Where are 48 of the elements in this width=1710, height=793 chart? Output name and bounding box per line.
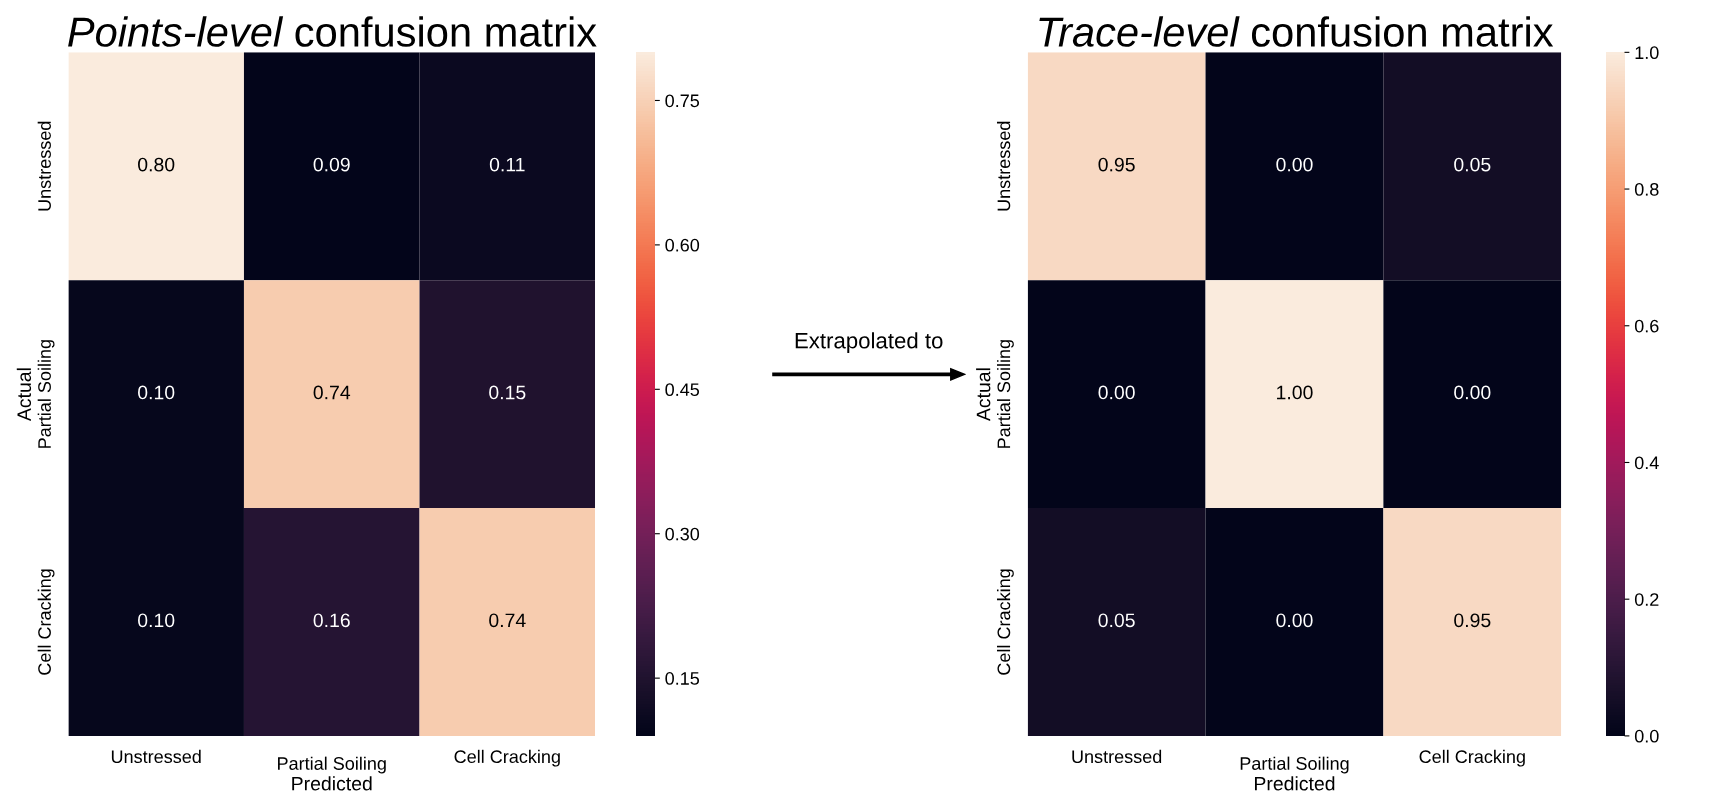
color-bar-label: 0.15 xyxy=(665,672,700,685)
y-tick-label: Partial Soiling xyxy=(996,340,1014,448)
y-tick-label: Unstressed xyxy=(996,121,1011,211)
color-bar-label: 0.6 xyxy=(1634,319,1659,333)
data-label: 0.10 xyxy=(138,613,175,628)
data-label: 0.05 xyxy=(1098,613,1135,628)
data-label: 0.15 xyxy=(489,385,526,400)
color-bar-label: 0.8 xyxy=(1634,182,1659,196)
x-axis-title: Predicted xyxy=(1254,776,1335,791)
y-tick-label: Partial Soiling xyxy=(37,340,55,448)
chart-title: Points-level confusion matrix xyxy=(68,16,597,47)
y-tick-label: Unstressed xyxy=(37,121,51,211)
data-label: 0.74 xyxy=(489,613,526,628)
color-bar-label: 0.30 xyxy=(665,527,700,541)
y-tick-label: Cell Cracking xyxy=(37,569,55,675)
data-label: 0.74 xyxy=(313,385,351,400)
x-tick-label: Unstressed xyxy=(1072,749,1162,764)
color-bar-label: 0.75 xyxy=(665,94,700,108)
x-tick-label: Partial Soiling xyxy=(278,756,386,774)
data-label: 0.00 xyxy=(1098,385,1135,400)
data-label: 0.95 xyxy=(1098,157,1135,172)
x-axis-title: Predicted xyxy=(292,776,372,791)
data-label: 0.10 xyxy=(138,385,175,400)
data-label: 0.80 xyxy=(138,157,175,172)
data-label: 0.00 xyxy=(1276,613,1313,628)
data-label: 0.11 xyxy=(489,157,525,172)
y-axis-title: Actual xyxy=(16,368,32,422)
text: Extrapolated to xyxy=(795,332,943,353)
color-bar-label: 1.0 xyxy=(1635,46,1659,60)
data-label: 0.00 xyxy=(1454,385,1491,400)
color-bar-label: 0.2 xyxy=(1634,593,1659,606)
y-tick-label: Cell Cracking xyxy=(996,569,1014,675)
color-bar-label: 0.4 xyxy=(1634,456,1659,470)
data-label: 0.09 xyxy=(313,157,350,172)
data-label: 1.00 xyxy=(1277,385,1313,400)
x-tick-label: Cell Cracking xyxy=(454,749,560,767)
data-label: 0.95 xyxy=(1454,613,1491,628)
data-label: 0.16 xyxy=(313,613,350,628)
chart-title: Trace-level confusion matrix xyxy=(1039,16,1554,47)
color-bar-label: 0.0 xyxy=(1634,729,1659,743)
data-label: 0.00 xyxy=(1276,157,1313,172)
color-bar-label: 0.60 xyxy=(665,238,700,252)
x-tick-label: Cell Cracking xyxy=(1419,749,1525,767)
x-tick-label: Unstressed xyxy=(111,749,201,764)
y-axis-title: Actual xyxy=(976,368,991,422)
color-bar-label: 0.45 xyxy=(665,383,700,397)
x-tick-label: Partial Soiling xyxy=(1240,756,1349,774)
data-label: 0.05 xyxy=(1454,157,1491,172)
